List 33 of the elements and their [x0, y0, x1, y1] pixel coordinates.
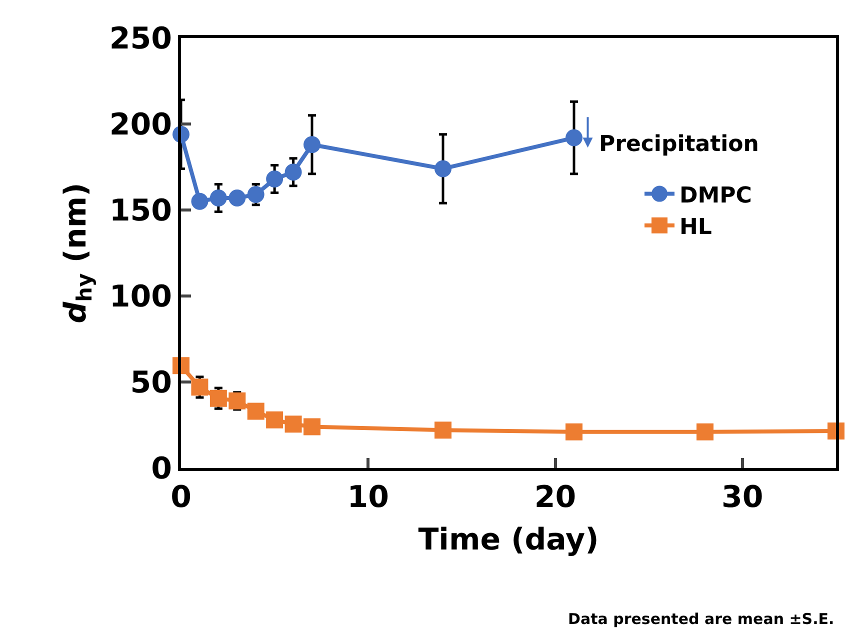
- point: [247, 186, 264, 204]
- point: [434, 422, 452, 439]
- point: [696, 423, 714, 440]
- legend-label: HL: [680, 214, 712, 240]
- y-tick-label: 0: [151, 452, 172, 486]
- point: [247, 402, 264, 420]
- point: [191, 192, 208, 210]
- point: [191, 378, 208, 396]
- text: Data presented are mean ±S.E.: [568, 610, 834, 628]
- point: [304, 136, 320, 154]
- point: [228, 392, 246, 410]
- point: [284, 416, 302, 433]
- point: [284, 164, 302, 181]
- point: [266, 170, 284, 188]
- point: [266, 411, 284, 428]
- y-tick-label: 150: [109, 194, 172, 228]
- point: [210, 390, 227, 407]
- y-tick-label: 200: [109, 108, 172, 142]
- y-tick-label: 50: [130, 366, 172, 400]
- y-tick-label: 100: [109, 280, 172, 314]
- y-tick-label: 250: [109, 22, 172, 56]
- x-tick-label: 30: [722, 480, 764, 515]
- x-tick-label: 20: [534, 480, 576, 515]
- point: [228, 189, 246, 206]
- point: [566, 129, 582, 146]
- point: [210, 189, 227, 206]
- point: [434, 160, 452, 178]
- x-tick-label: 10: [347, 480, 390, 515]
- point: [566, 423, 582, 440]
- annotation: Precipitation: [599, 132, 759, 157]
- point: [304, 418, 320, 436]
- x-axis-title: Time (day): [418, 522, 599, 558]
- legend-label: DMPC: [680, 183, 752, 208]
